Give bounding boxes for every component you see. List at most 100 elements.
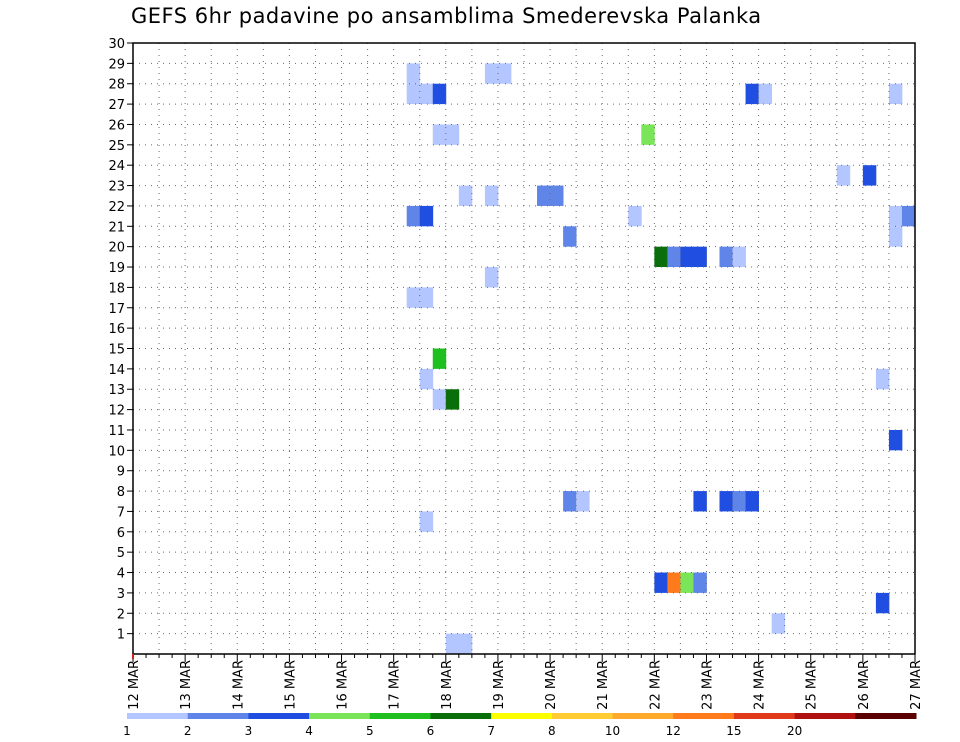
y-tick-label-16: 16 [108, 322, 125, 337]
precip-cell-4 [484, 63, 499, 84]
x-tick-label-10: 22 MAR [648, 660, 663, 710]
y-tick-label-19: 19 [108, 261, 125, 276]
y-tick-label-6: 6 [117, 526, 125, 541]
precip-cell-45 [745, 491, 759, 512]
precip-cell-2 [419, 83, 434, 105]
y-tick-label-2: 2 [117, 607, 125, 622]
x-tick-label-11: 23 MAR [700, 660, 715, 710]
precip-cell-15 [484, 185, 499, 206]
x-tick-label-14: 26 MAR [857, 660, 872, 710]
y-tick-label-17: 17 [108, 302, 125, 317]
precip-cell-13 [862, 165, 877, 186]
colorbar-segment-2 [248, 713, 310, 719]
x-tick-label-1: 13 MAR [179, 660, 194, 710]
colorbar-segment-3 [309, 713, 371, 719]
precip-cell-24 [888, 226, 903, 247]
colorbar-label-1: 2 [184, 724, 192, 738]
x-tick-label-6: 18 MAR [440, 660, 455, 710]
y-tick-label-24: 24 [108, 159, 125, 174]
precip-cell-33 [419, 287, 434, 308]
colorbar-label-6: 7 [487, 724, 495, 738]
y-tick-label-29: 29 [108, 57, 125, 72]
precip-cell-47 [654, 572, 668, 593]
precip-cell-18 [406, 205, 421, 227]
precip-cell-51 [875, 592, 890, 614]
precip-cell-27 [680, 246, 694, 268]
y-tick-label-5: 5 [117, 546, 125, 561]
precip-cell-37 [432, 389, 447, 410]
precip-cell-9 [432, 124, 447, 145]
colorbar-segment-7 [551, 713, 614, 719]
y-tick-label-8: 8 [117, 485, 125, 500]
precip-cell-0 [406, 63, 421, 84]
precip-cell-53 [445, 633, 460, 654]
y-tick-label-23: 23 [108, 180, 125, 195]
precip-cell-20 [628, 205, 642, 227]
colorbar-segment-4 [369, 713, 431, 719]
y-tick-label-4: 4 [117, 567, 125, 582]
precip-cell-30 [732, 246, 746, 268]
precip-cell-12 [836, 165, 851, 186]
precip-cell-10 [445, 124, 460, 145]
colorbar-label-5: 6 [427, 724, 435, 738]
precip-cell-6 [745, 83, 759, 105]
x-tick-label-12: 24 MAR [753, 660, 768, 710]
colorbar-label-4: 5 [366, 724, 374, 738]
precip-cell-32 [406, 287, 421, 308]
y-tick-label-14: 14 [108, 363, 125, 378]
y-tick-label-26: 26 [108, 118, 125, 133]
x-tick-label-9: 21 MAR [596, 660, 611, 710]
precip-cell-25 [654, 246, 668, 268]
y-tick-label-7: 7 [117, 505, 125, 520]
y-tick-label-28: 28 [108, 78, 125, 93]
colorbar-label-0: 1 [123, 724, 131, 738]
precip-cell-8 [888, 83, 903, 105]
x-tick-label-13: 25 MAR [805, 660, 820, 710]
x-tick-label-8: 20 MAR [544, 660, 559, 710]
precip-cell-16 [537, 185, 551, 206]
precip-cell-36 [875, 368, 890, 390]
colorbar-segment-0 [127, 713, 189, 719]
y-tick-label-10: 10 [108, 444, 125, 459]
y-tick-label-22: 22 [108, 200, 125, 215]
precip-cell-5 [497, 63, 512, 84]
precip-cell-19 [419, 205, 434, 227]
precip-cell-29 [719, 246, 733, 268]
y-tick-label-12: 12 [108, 404, 125, 419]
precip-cell-38 [445, 389, 460, 410]
precip-cell-54 [458, 633, 473, 654]
precip-cell-42 [693, 491, 707, 512]
x-tick-label-2: 14 MAR [231, 660, 246, 710]
y-tick-label-20: 20 [108, 241, 125, 256]
precip-cell-28 [693, 246, 707, 268]
y-tick-label-13: 13 [108, 383, 125, 398]
precip-cell-21 [888, 205, 903, 227]
x-tick-label-4: 16 MAR [336, 660, 351, 710]
colorbar-segment-11 [794, 713, 856, 719]
colorbar-label-8: 10 [605, 724, 620, 738]
precip-cell-7 [758, 83, 773, 105]
x-tick-label-7: 19 MAR [492, 660, 507, 710]
y-tick-label-27: 27 [108, 98, 125, 113]
colorbar-label-7: 8 [548, 724, 556, 738]
y-tick-label-1: 1 [117, 628, 125, 643]
colorbar-segment-12 [855, 713, 917, 719]
y-tick-label-15: 15 [108, 343, 125, 358]
precip-cell-48 [667, 572, 681, 593]
chart-title: GEFS 6hr padavine po ansamblima Smederev… [131, 4, 762, 28]
precip-cell-14 [458, 185, 473, 206]
precip-cell-1 [406, 83, 421, 105]
colorbar-segment-6 [491, 713, 553, 719]
x-tick-label-15: 27 MAR [909, 660, 924, 710]
precip-cell-22 [901, 205, 916, 227]
precip-cell-40 [563, 491, 577, 512]
precip-cell-23 [563, 226, 577, 247]
y-tick-label-3: 3 [117, 587, 125, 602]
x-tick-label-0: 12 MAR [127, 660, 142, 710]
colorbar-segment-1 [187, 713, 249, 719]
precip-cell-41 [576, 491, 590, 512]
x-tick-label-3: 15 MAR [283, 660, 298, 710]
x-tick-label-5: 17 MAR [388, 660, 403, 710]
colorbar-label-2: 3 [245, 724, 253, 738]
